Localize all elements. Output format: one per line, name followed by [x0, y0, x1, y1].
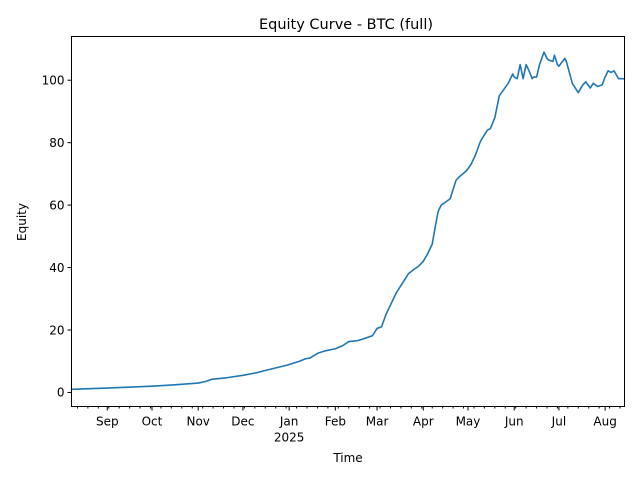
x-tick-label: Sep [96, 415, 119, 429]
x-tick-label: Apr [413, 415, 434, 429]
x-tick-label: Mar [366, 415, 389, 429]
x-tick-year-label: 2025 [274, 431, 305, 445]
x-tick-label: Jan [279, 415, 299, 429]
chart-title: Equity Curve - BTC (full) [259, 17, 433, 33]
y-tick-label: 40 [49, 261, 64, 275]
y-axis: 0 20 40 60 80 100 [42, 74, 72, 400]
x-tick-label: Feb [325, 415, 346, 429]
x-tick-label: Nov [186, 415, 209, 429]
plot-frame [71, 36, 625, 407]
plot-area [70, 51, 626, 391]
x-tick-label: Oct [142, 415, 163, 429]
x-tick-label: Dec [231, 415, 254, 429]
y-tick-label: 0 [57, 386, 65, 400]
x-tick-label: Aug [593, 415, 616, 429]
y-axis-label: Equity [15, 203, 29, 241]
x-tick-label: Jul [551, 415, 566, 429]
x-tick-label: May [456, 415, 481, 429]
y-tick-label: 100 [42, 74, 65, 88]
x-axis: Sep Oct Nov Dec Jan 2025 Feb Mar Apr May Jun Jul Aug [76, 406, 621, 445]
equity-series-line [70, 51, 626, 391]
y-tick-label: 20 [49, 323, 64, 337]
y-tick-label: 60 [49, 198, 64, 212]
x-tick-label: Jun [504, 415, 524, 429]
y-tick-label: 80 [49, 136, 64, 150]
x-axis-label: Time [332, 451, 362, 465]
